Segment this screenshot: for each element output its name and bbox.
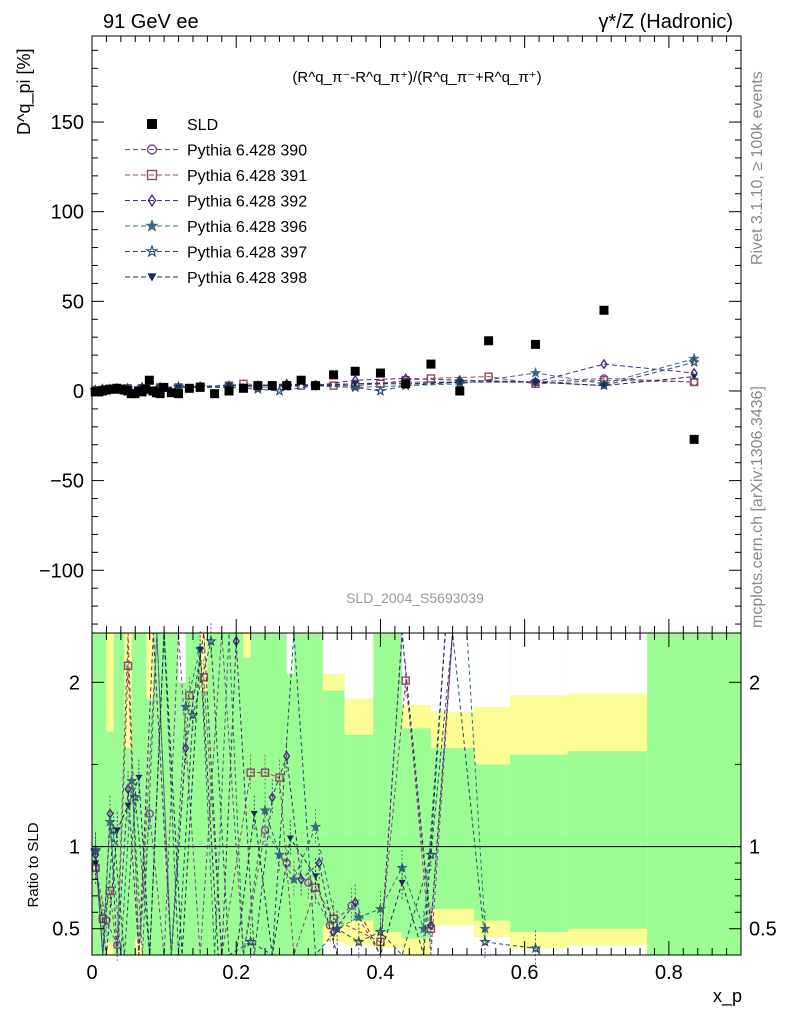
ratio-band-patch xyxy=(179,633,186,682)
formula-label: (R^q_π⁻-R^q_π⁺)/(R^q_π⁻+R^q_π⁺) xyxy=(292,69,541,86)
ratio-band-white xyxy=(510,633,568,695)
series-point xyxy=(601,360,607,368)
legend-marker xyxy=(147,221,157,231)
ratio-band-green xyxy=(568,751,647,928)
ratio-band-white xyxy=(568,945,647,955)
main-y-tick-label: −50 xyxy=(50,471,84,493)
legend-label: Pythia 6.428 398 xyxy=(187,270,307,287)
legend-marker xyxy=(148,273,157,281)
sld-data-point xyxy=(297,376,306,385)
chart-figure: 91 GeV ee γ*/Z (Hadronic) (R^q_π⁻-R^q_π⁺… xyxy=(0,0,786,1024)
main-y-axis-title: D^q_pi [%] xyxy=(14,49,35,135)
main-y-tick-label: 150 xyxy=(51,112,84,134)
sld-data-point xyxy=(174,389,183,398)
main-panel: −100 −50 0 50 100 150 xyxy=(39,36,741,633)
sld-data-point xyxy=(531,340,540,349)
header-left-label: 91 GeV ee xyxy=(103,11,199,33)
legend-label: Pythia 6.428 396 xyxy=(187,219,307,236)
ratio-y-tick-label: 1 xyxy=(69,837,80,859)
sld-data-point xyxy=(210,389,219,398)
sld-data-point xyxy=(376,369,385,378)
sld-data-point xyxy=(690,435,699,444)
legend-marker xyxy=(147,119,157,129)
ratio-y-axis-title: Ratio to SLD xyxy=(25,822,42,907)
ratio-band-white xyxy=(474,633,510,707)
main-y-tick-label: 100 xyxy=(51,202,84,224)
x-tick-label: 0.2 xyxy=(222,962,250,984)
analysis-watermark: SLD_2004_S5693039 xyxy=(346,590,484,606)
sld-data-point xyxy=(253,381,262,390)
ratio-band-white xyxy=(568,633,647,694)
sld-data-point xyxy=(268,381,277,390)
ratio-band-white xyxy=(474,937,510,955)
legend-label: Pythia 6.428 390 xyxy=(187,143,307,160)
sld-data-point xyxy=(455,386,464,395)
side-rivet-label: Rivet 3.1.10, ≥ 100k events xyxy=(749,71,766,265)
side-site-label: mcplots.cern.ch [arXiv:1306.3436] xyxy=(749,386,766,628)
ratio-y-tick-label: 2 xyxy=(69,672,80,694)
sld-data-point xyxy=(426,360,435,369)
legend-label: SLD xyxy=(187,117,218,134)
series-point xyxy=(532,369,540,377)
legend-label: Pythia 6.428 391 xyxy=(187,168,307,185)
ratio-band-white xyxy=(323,633,345,674)
ratio-band-green xyxy=(323,691,345,926)
ratio-panel: 0.5 0.5 1 1 2 2 0 0.2 0.4 0.6 0.8 xyxy=(52,623,777,984)
sld-data-point xyxy=(282,381,291,390)
x-tick-label: 0.6 xyxy=(511,962,539,984)
main-y-tick-label: −100 xyxy=(39,560,84,582)
main-y-tick-label: 0 xyxy=(73,381,84,403)
ratio-band-patch xyxy=(106,633,113,732)
legend: SLD Pythia 6.428 390 Pythia 6.428 391 Pythi… xyxy=(125,117,307,287)
x-tick-label: 0.8 xyxy=(655,962,683,984)
x-tick-label: 0.4 xyxy=(367,962,395,984)
sld-data-point xyxy=(225,386,234,395)
legend-label: Pythia 6.428 392 xyxy=(187,194,307,211)
ratio-band-patch xyxy=(243,633,250,658)
main-y-tick-label: 50 xyxy=(62,291,84,313)
ratio-band-patch xyxy=(106,942,113,955)
ratio-band-green xyxy=(373,633,402,932)
ratio-band-white xyxy=(402,633,431,705)
sld-data-point xyxy=(351,367,360,376)
ratio-y-tick-label-right: 1 xyxy=(749,837,760,859)
sld-data-point xyxy=(239,384,248,393)
sld-data-point xyxy=(311,381,320,390)
legend-label: Pythia 6.428 397 xyxy=(187,245,307,262)
sld-data-point xyxy=(484,336,493,345)
x-axis-title: x_p xyxy=(713,986,742,1007)
ratio-band-green xyxy=(647,633,741,955)
ratio-band-white xyxy=(344,633,373,699)
sld-data-point xyxy=(329,370,338,379)
sld-data-point xyxy=(599,306,608,315)
ratio-y-tick-label-right: 2 xyxy=(749,672,760,694)
ratio-band-green xyxy=(344,735,373,921)
ratio-band-green xyxy=(510,755,568,932)
x-tick-label: 0 xyxy=(86,962,97,984)
sld-data-point xyxy=(196,383,205,392)
ratio-band-patch xyxy=(146,633,153,699)
ratio-band-green xyxy=(308,633,322,955)
sld-data-point xyxy=(401,379,410,388)
ratio-y-tick-label-right: 0.5 xyxy=(749,919,777,941)
header-right-label: γ*/Z (Hadronic) xyxy=(599,11,733,33)
sld-data-point xyxy=(145,376,154,385)
ratio-y-tick-label: 0.5 xyxy=(52,919,80,941)
sld-data-point xyxy=(185,384,194,393)
ratio-band-green xyxy=(431,748,474,909)
